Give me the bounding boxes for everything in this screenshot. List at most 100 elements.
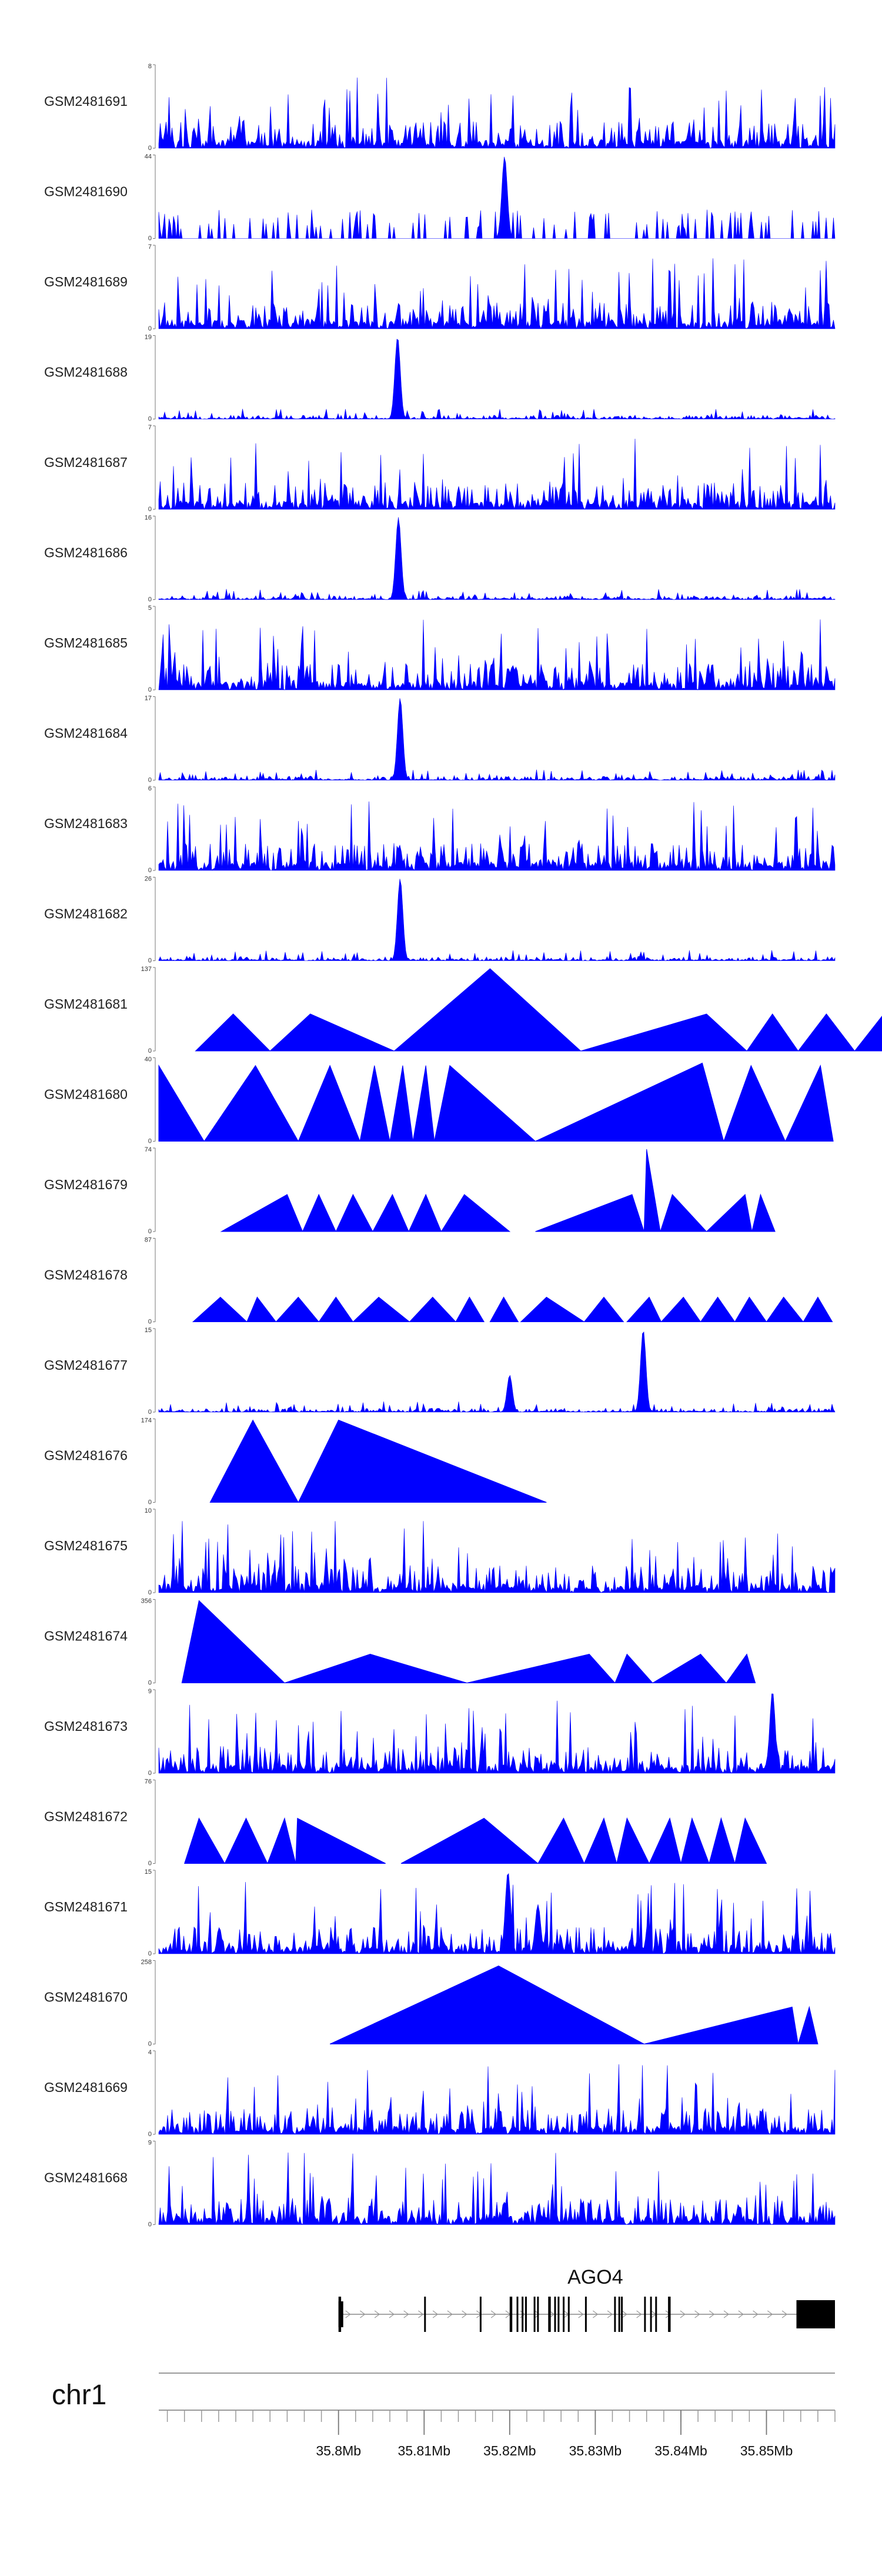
track-label: GSM2481691 xyxy=(44,94,128,109)
coverage-triangle xyxy=(700,1296,736,1322)
track-ymin-label: 0 xyxy=(148,1589,152,1596)
track-GSM2481675: GSM2481675 10 0 xyxy=(44,1507,836,1596)
coverage-triangle xyxy=(680,1817,710,1864)
gene-exon xyxy=(522,2297,524,2332)
track-ymax-label: 7 xyxy=(148,243,152,251)
track-ymax-label: 74 xyxy=(145,1146,152,1153)
coverage-triangle xyxy=(224,1817,268,1864)
coverage-area xyxy=(158,698,836,781)
strand-arrow xyxy=(622,2310,627,2318)
track-GSM2481686: GSM2481686 16 0 xyxy=(44,515,836,603)
track-ymax-label: 15 xyxy=(145,1868,152,1876)
track-ymin-label: 0 xyxy=(148,596,152,603)
strand-arrow xyxy=(534,2310,540,2318)
axis-tick-label: 35.84Mb xyxy=(654,2443,707,2458)
track-label: GSM2481690 xyxy=(44,184,128,199)
coverage-triangle xyxy=(660,1296,701,1322)
track-ymin-label: 0 xyxy=(148,686,152,693)
gene-exon xyxy=(621,2297,623,2332)
coverage-triangle xyxy=(614,1653,654,1683)
strand-arrow xyxy=(360,2310,366,2318)
track-ymin-label: 0 xyxy=(148,506,152,513)
coverage-triangle xyxy=(803,1296,833,1322)
track-GSM2481671: GSM2481671 15 0 xyxy=(44,1868,836,1957)
track-GSM2481673: GSM2481673 9 0 xyxy=(44,1688,836,1777)
track-ymax-label: 76 xyxy=(145,1778,152,1786)
coverage-triangle xyxy=(329,1965,644,2044)
track-ymax-label: 8 xyxy=(148,63,152,70)
track-label: GSM2481677 xyxy=(44,1357,128,1373)
gene-exon xyxy=(554,2297,556,2332)
coverage-triangle xyxy=(723,1065,786,1142)
track-GSM2481682: GSM2481682 26 0 xyxy=(44,876,836,965)
coverage-triangle xyxy=(520,1296,586,1322)
track-GSM2481676: GSM2481676 174 0 xyxy=(44,1417,547,1506)
coverage-triangle xyxy=(734,1296,767,1322)
track-ymin-label: 0 xyxy=(148,1680,152,1687)
track-label: GSM2481675 xyxy=(44,1538,128,1553)
track-GSM2481687: GSM2481687 7 0 xyxy=(44,424,836,513)
track-ymin-label: 0 xyxy=(148,957,152,965)
gene-exon xyxy=(655,2297,657,2332)
coverage-triangle xyxy=(766,1296,804,1322)
track-ymin-label: 0 xyxy=(148,145,152,152)
coverage-triangle xyxy=(284,1653,467,1683)
coverage-area xyxy=(158,619,836,690)
axis-tick-label: 35.81Mb xyxy=(398,2443,451,2458)
coverage-triangle xyxy=(797,2006,818,2044)
gene-utr xyxy=(796,2300,835,2328)
coverage-triangle xyxy=(335,1193,373,1232)
track-ymax-label: 16 xyxy=(145,515,152,522)
coverage-triangle xyxy=(709,1817,736,1864)
coverage-triangle xyxy=(412,1065,435,1142)
track-label: GSM2481681 xyxy=(44,996,128,1012)
track-ymin-label: 0 xyxy=(148,2041,152,2048)
track-GSM2481683: GSM2481683 6 0 xyxy=(44,785,836,874)
track-ymax-label: 10 xyxy=(145,1507,152,1514)
gene-exon xyxy=(479,2297,482,2332)
track-ymax-label: 19 xyxy=(145,334,152,341)
track-GSM2481691: GSM2481691 8 0 xyxy=(44,63,836,152)
coverage-triangle xyxy=(706,1193,753,1232)
coverage-area xyxy=(158,879,836,962)
track-ymin-label: 0 xyxy=(148,1860,152,1867)
coverage-triangle xyxy=(302,1193,337,1232)
track-label: GSM2481670 xyxy=(44,1990,128,2005)
track-GSM2481669: GSM2481669 4 0 xyxy=(44,2049,836,2138)
coverage-triangle xyxy=(626,1296,662,1322)
track-ymin-label: 0 xyxy=(148,416,152,423)
track-ymax-label: 7 xyxy=(148,424,152,431)
track-GSM2481678: GSM2481678 87 0 xyxy=(44,1237,833,1326)
coverage-triangle xyxy=(192,1296,248,1322)
coverage-triangle xyxy=(751,1193,776,1232)
strand-arrow xyxy=(403,2310,409,2318)
gene-exon xyxy=(424,2297,426,2332)
coverage-triangle xyxy=(535,1194,645,1232)
coverage-triangle xyxy=(784,1065,834,1142)
coverage-triangle xyxy=(184,1817,225,1864)
chromosome-label: chr1 xyxy=(52,2380,106,2411)
coverage-triangle xyxy=(489,1296,519,1322)
coverage-triangle xyxy=(372,1193,409,1232)
coverage-triangle xyxy=(352,1296,410,1322)
track-ymin-label: 0 xyxy=(148,1319,152,1326)
strand-arrow xyxy=(607,2310,613,2318)
gene-label: AGO4 xyxy=(567,2266,623,2288)
strand-arrow xyxy=(432,2310,439,2318)
coverage-triangle xyxy=(652,1653,727,1683)
track-label: GSM2481669 xyxy=(44,2080,128,2095)
coverage-triangle xyxy=(580,1013,748,1052)
track-label: GSM2481680 xyxy=(44,1087,128,1102)
strand-arrow xyxy=(549,2310,555,2318)
track-ymax-label: 87 xyxy=(145,1237,152,1244)
coverage-area xyxy=(158,156,836,239)
coverage-triangle xyxy=(195,1013,271,1052)
coverage-triangle xyxy=(409,1296,457,1322)
track-ymax-label: 174 xyxy=(141,1417,152,1424)
track-label: GSM2481673 xyxy=(44,1719,128,1734)
track-ymax-label: 17 xyxy=(145,695,152,702)
gene-exon xyxy=(644,2297,646,2332)
track-label: GSM2481684 xyxy=(44,726,128,741)
axis-tick-label: 35.8Mb xyxy=(316,2443,361,2458)
